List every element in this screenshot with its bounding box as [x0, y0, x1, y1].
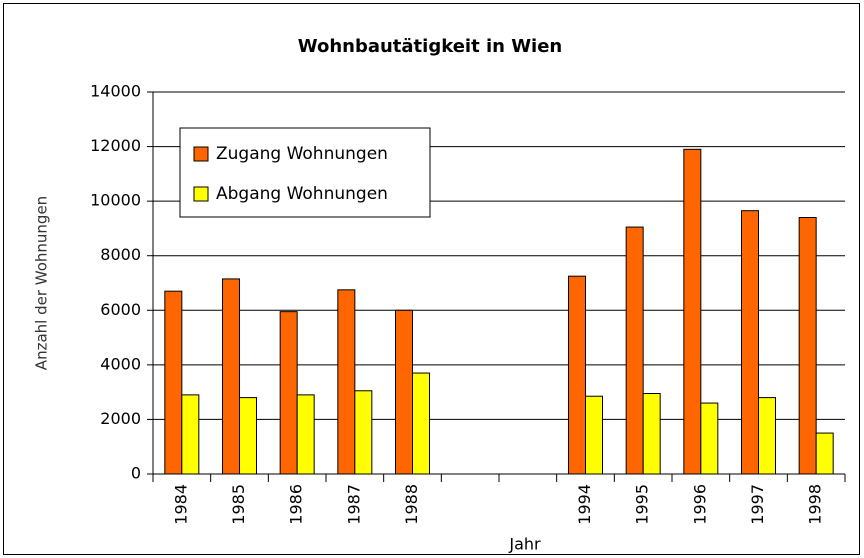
bar	[296, 394, 315, 475]
y-tick-label: 14000	[90, 82, 141, 101]
bar	[815, 432, 834, 475]
bar	[239, 397, 257, 475]
x-tick-label: 1985	[229, 484, 248, 525]
bar	[354, 390, 373, 475]
bar	[585, 395, 603, 475]
bar	[337, 289, 356, 475]
y-tick-label: 4000	[100, 354, 141, 373]
y-tick-label: 2000	[100, 409, 141, 428]
bar	[412, 372, 430, 475]
x-tick-label: 1984	[171, 484, 190, 525]
legend-label: Abgang Wohnungen	[216, 184, 388, 204]
bar	[181, 394, 200, 475]
x-tick-label: 1997	[748, 484, 767, 525]
legend-box	[179, 127, 431, 218]
bar	[164, 290, 183, 475]
x-tick-label: 1995	[633, 484, 652, 525]
bar	[279, 311, 298, 475]
x-axis-label: Jahr	[508, 535, 541, 554]
y-tick-label: 6000	[100, 300, 141, 319]
bar	[568, 275, 586, 475]
bar	[758, 397, 776, 475]
bar	[741, 210, 759, 475]
bar	[625, 226, 644, 475]
legend-swatch	[193, 186, 209, 202]
x-tick-label: 1988	[402, 484, 421, 525]
y-tick-label: 10000	[90, 191, 141, 210]
legend-label: Zugang Wohnungen	[216, 144, 388, 164]
x-tick-label: 1994	[575, 484, 594, 525]
legend-swatch	[193, 146, 209, 162]
x-tick-label: 1996	[690, 484, 709, 525]
bar	[395, 309, 413, 475]
x-tick-label: 1986	[287, 484, 306, 525]
y-tick-label: 0	[131, 464, 141, 483]
y-axis-label: Anzahl der Wohnungen	[33, 196, 51, 370]
y-tick-label: 12000	[90, 136, 141, 155]
bar	[798, 217, 817, 475]
chart-title: Wohnbautätigkeit in Wien	[298, 36, 563, 57]
bar	[700, 402, 719, 475]
x-tick-label: 1998	[806, 484, 825, 525]
bar	[222, 278, 240, 475]
bar	[683, 148, 702, 475]
x-tick-label: 1987	[344, 484, 363, 525]
bar	[642, 393, 661, 475]
y-tick-label: 8000	[100, 245, 141, 264]
